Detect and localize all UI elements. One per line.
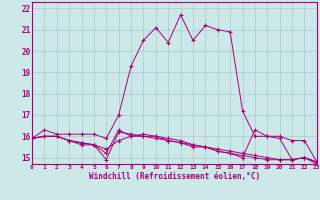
X-axis label: Windchill (Refroidissement éolien,°C): Windchill (Refroidissement éolien,°C): [89, 172, 260, 181]
